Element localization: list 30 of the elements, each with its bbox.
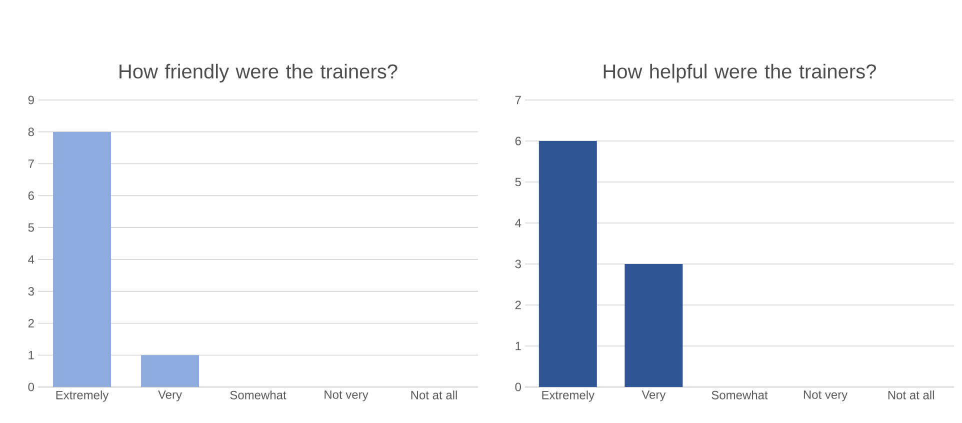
x-tick-label: Extremely — [542, 390, 595, 402]
x-tick-label: Extremely — [56, 390, 109, 402]
y-tick-label: 9 — [28, 96, 34, 104]
y-tick-label: 1 — [516, 342, 521, 350]
y-tick-label: 7 — [28, 160, 34, 168]
x-tick-label: Somewhat — [230, 390, 286, 400]
y-tick-label: 8 — [28, 128, 34, 136]
y-tick-label: 0 — [28, 382, 34, 392]
x-tick-label: Not very — [324, 390, 368, 402]
chart-title: How friendly were the trainers? — [120, 64, 398, 82]
y-tick-label: 0 — [515, 382, 522, 392]
y-tick-label: 2 — [515, 300, 521, 310]
x-tick-label: Very — [642, 390, 666, 402]
y-tick-label: 6 — [28, 191, 34, 200]
y-tick-label: 4 — [28, 255, 34, 264]
y-tick-label: 4 — [515, 218, 522, 228]
y-tick-label: 3 — [28, 287, 34, 296]
y-tick-label: 6 — [515, 136, 521, 146]
y-tick-label: 5 — [515, 178, 521, 186]
x-tick-label: Somewhat — [712, 390, 768, 400]
y-tick-label: 5 — [28, 223, 34, 232]
y-tick-label: 3 — [515, 260, 521, 268]
y-tick-label: 7 — [515, 96, 521, 104]
y-tick-label: 1 — [28, 350, 34, 360]
y-tick-label: 2 — [28, 319, 34, 328]
x-tick-label: Not at all — [888, 390, 934, 400]
x-tick-label: Not very — [804, 390, 848, 402]
chart-title: How helpful were the trainers? — [604, 64, 876, 82]
x-tick-label: Very — [158, 390, 182, 402]
x-tick-label: Not at all — [411, 390, 457, 400]
